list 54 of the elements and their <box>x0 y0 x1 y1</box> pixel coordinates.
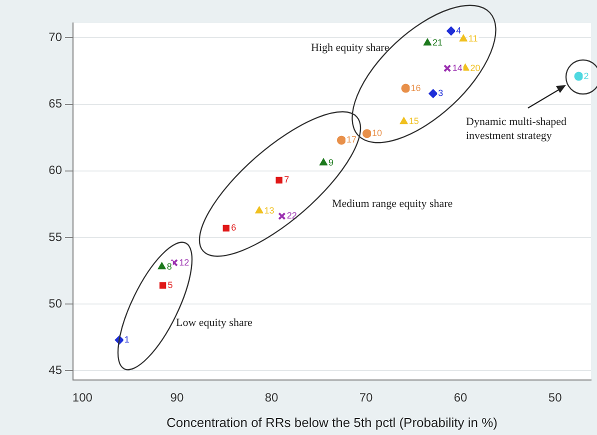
point <box>159 282 166 289</box>
x-tick-label: 60 <box>454 390 468 405</box>
point <box>278 212 286 220</box>
annotation: 20 <box>470 62 480 73</box>
point <box>276 176 282 184</box>
x-tick-label: 80 <box>264 390 278 405</box>
annotation: 3 <box>438 88 444 98</box>
annotation: 8 <box>166 261 172 272</box>
annotation: 5 <box>168 280 173 290</box>
point <box>428 89 438 98</box>
annotation: 9 <box>328 157 334 168</box>
y-tick-label: 60 <box>48 163 62 178</box>
annotation: 2 <box>584 70 589 81</box>
x-tick-label: 50 <box>548 390 562 405</box>
point <box>446 26 456 36</box>
annotation: 1 <box>124 334 130 345</box>
annotation: 7 <box>284 174 290 185</box>
x-tick-label: 90 <box>170 390 184 405</box>
point <box>158 262 166 270</box>
annotation: 13 <box>264 205 274 216</box>
point <box>443 64 452 72</box>
point <box>336 136 346 145</box>
annotation: 16 <box>410 82 421 93</box>
point <box>320 158 328 166</box>
point <box>222 224 230 232</box>
annotation: 10 <box>372 128 382 138</box>
point <box>401 84 410 93</box>
annotation: Dynamic multi-shaped investment strategy <box>466 115 568 143</box>
point <box>362 129 372 138</box>
annotation: Medium range equity share <box>332 197 454 211</box>
annotation: 14 <box>452 62 462 73</box>
y-tick-label: 55 <box>48 230 62 244</box>
point <box>170 258 178 267</box>
point <box>400 117 408 124</box>
x-tick-label: 100 <box>72 390 93 405</box>
annotation: 15 <box>408 116 419 126</box>
x-axis-title: Concentration of RRs below the 5th pctl (Probability in %) <box>166 414 498 430</box>
point <box>459 34 468 42</box>
y-tick-label: 45 <box>48 362 62 377</box>
annotation: 11 <box>468 33 478 44</box>
point <box>255 206 264 214</box>
y-tick-label: 70 <box>48 30 62 44</box>
annotation: 21 <box>432 37 442 48</box>
x-tick-label: 70 <box>359 390 374 405</box>
annotation: 4 <box>456 25 462 36</box>
annotation: Low equity share <box>176 316 254 330</box>
annotation: 6 <box>231 222 236 233</box>
point <box>424 38 432 46</box>
annotation: 22 <box>286 210 297 221</box>
annotation: 17 <box>346 134 356 145</box>
y-tick-label: 50 <box>48 296 62 310</box>
annotation: High equity share <box>311 41 390 55</box>
annotation: 12 <box>179 257 190 268</box>
y-tick-label: 65 <box>48 96 62 111</box>
